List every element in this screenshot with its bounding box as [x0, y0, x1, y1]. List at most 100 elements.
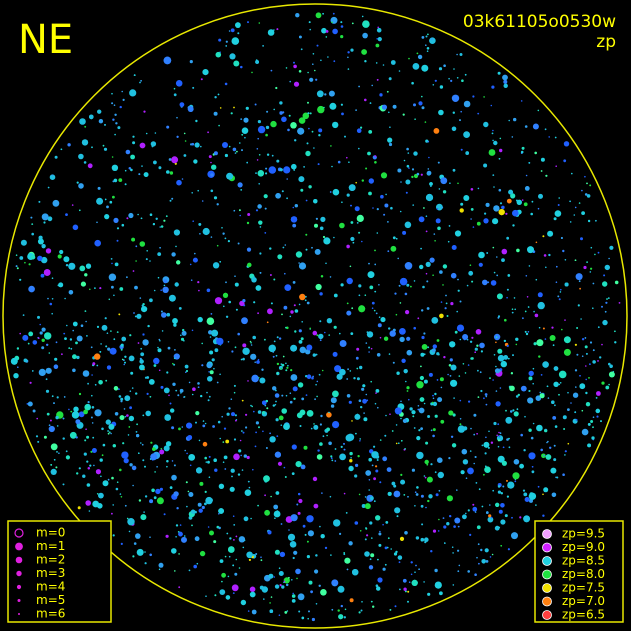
star — [448, 364, 452, 367]
star — [385, 193, 387, 196]
star — [106, 332, 109, 335]
star — [408, 57, 410, 60]
star — [251, 609, 257, 615]
star — [69, 431, 77, 439]
star — [434, 392, 437, 396]
star — [475, 329, 482, 335]
star — [97, 109, 102, 114]
star — [343, 552, 346, 554]
star — [360, 609, 363, 612]
star — [206, 317, 215, 326]
magnitude-label: m=6 — [36, 607, 65, 621]
star — [120, 343, 124, 347]
star — [293, 61, 295, 64]
star — [22, 334, 29, 341]
star — [399, 277, 408, 286]
star — [163, 56, 172, 65]
star — [429, 182, 433, 186]
star — [92, 362, 96, 366]
star — [306, 142, 309, 145]
star — [527, 397, 534, 404]
star — [589, 271, 592, 273]
star — [484, 466, 491, 474]
star — [263, 475, 270, 482]
star — [553, 381, 559, 387]
star — [209, 336, 212, 338]
star — [586, 182, 588, 185]
star — [322, 12, 324, 15]
star — [571, 172, 573, 175]
star — [222, 461, 225, 464]
star — [551, 400, 555, 405]
star — [251, 405, 253, 408]
star — [135, 245, 138, 248]
star — [161, 312, 167, 318]
star — [112, 118, 115, 121]
star — [173, 363, 176, 366]
star — [586, 261, 588, 263]
star — [506, 344, 509, 347]
star — [122, 98, 125, 101]
star — [275, 491, 280, 495]
star — [405, 380, 407, 383]
star — [219, 559, 224, 563]
star — [87, 404, 91, 407]
star — [449, 515, 452, 518]
star — [159, 247, 161, 249]
star — [298, 492, 301, 496]
star — [125, 149, 131, 155]
star — [459, 119, 461, 122]
star — [305, 295, 307, 298]
star — [172, 318, 178, 324]
star — [463, 131, 470, 139]
star — [269, 344, 276, 352]
star — [109, 200, 113, 204]
star — [168, 294, 176, 302]
zp-legend: zp=9.5zp=9.0zp=8.5zp=8.0zp=7.5zp=7.0zp=6… — [542, 527, 605, 622]
star — [468, 400, 471, 403]
star — [467, 509, 470, 512]
star — [332, 421, 340, 429]
zp-symbol — [542, 542, 552, 553]
star — [222, 441, 225, 443]
star — [287, 128, 290, 132]
star — [159, 226, 161, 228]
star — [589, 184, 592, 187]
star — [119, 493, 122, 495]
star — [237, 332, 240, 336]
star — [383, 213, 386, 216]
star — [244, 136, 246, 139]
star — [497, 490, 501, 494]
star — [333, 236, 335, 239]
star — [434, 414, 438, 418]
star — [298, 117, 306, 124]
star — [386, 467, 392, 472]
star — [237, 32, 240, 35]
star — [411, 410, 416, 415]
star — [173, 323, 177, 327]
star — [359, 440, 361, 442]
star — [406, 390, 409, 392]
star — [218, 483, 225, 489]
star — [381, 104, 387, 110]
star — [387, 250, 390, 253]
star — [121, 90, 123, 93]
star — [111, 92, 113, 95]
star — [350, 221, 354, 224]
star — [19, 332, 22, 335]
star — [228, 555, 231, 558]
star — [553, 217, 557, 221]
star — [375, 43, 380, 48]
star — [274, 403, 277, 406]
star — [474, 456, 477, 458]
star — [269, 609, 274, 613]
star — [461, 79, 464, 82]
star — [540, 157, 545, 162]
star — [371, 84, 374, 87]
star — [424, 537, 429, 542]
star — [544, 338, 547, 340]
star — [139, 241, 146, 247]
star — [202, 227, 210, 236]
star — [448, 77, 450, 80]
star — [233, 60, 240, 67]
